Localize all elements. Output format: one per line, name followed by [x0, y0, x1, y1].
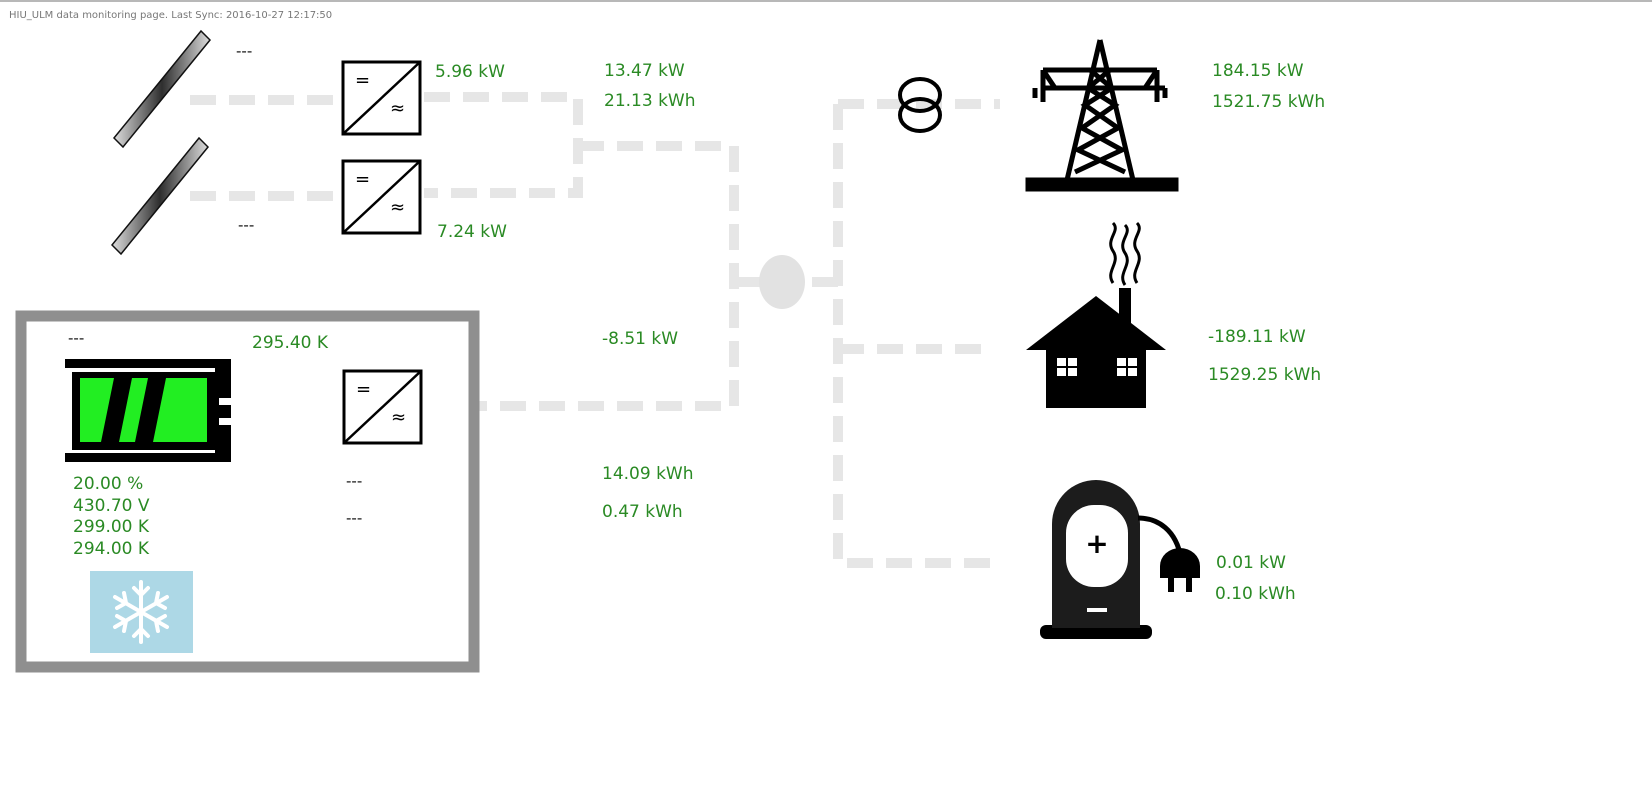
pv-panel-1-value: --- — [236, 42, 253, 60]
page-header: HIU_ULM data monitoring page. Last Sync:… — [9, 10, 333, 21]
house-energy: 1529.25 kWh — [1208, 365, 1322, 385]
grid-energy: 1521.75 kWh — [1212, 92, 1326, 112]
battery-icon — [65, 359, 233, 462]
power-tower-icon — [1025, 39, 1179, 192]
battery-power: -8.51 kW — [602, 329, 679, 349]
ev-charger-icon: + — [1040, 480, 1200, 639]
svg-text:≈: ≈ — [390, 197, 405, 218]
battery-inverter-value-2: --- — [346, 509, 363, 527]
pv-inverter-1-power: 5.96 kW — [435, 62, 505, 82]
grid-power: 184.15 kW — [1212, 61, 1304, 81]
battery-top-value: --- — [68, 329, 85, 347]
svg-text:≈: ≈ — [390, 98, 405, 119]
battery-temperature-1: 299.00 K — [73, 517, 150, 537]
battery-temperature-2: 294.00 K — [73, 539, 150, 559]
pv-inverter-2-icon: = ≈ — [341, 159, 422, 235]
pv-inverter-1-icon: = ≈ — [341, 60, 422, 136]
house-icon — [1026, 221, 1166, 408]
battery-inverter-icon: = ≈ — [342, 369, 423, 445]
junction-node — [759, 255, 805, 309]
top-border — [0, 0, 1652, 2]
battery-top-temperature: 295.40 K — [252, 333, 329, 353]
battery-soc: 20.00 % — [73, 474, 144, 494]
pv-total-power: 13.47 kW — [604, 61, 685, 81]
svg-text:≈: ≈ — [391, 407, 406, 428]
battery-energy-charged: 14.09 kWh — [602, 464, 694, 484]
battery-inverter-value-1: --- — [346, 472, 363, 490]
svg-text:=: = — [355, 70, 370, 91]
svg-text:+: + — [1085, 527, 1108, 560]
pv-inverter-2-power: 7.24 kW — [437, 222, 507, 242]
battery-voltage: 430.70 V — [73, 496, 150, 516]
ev-power: 0.01 kW — [1216, 553, 1286, 573]
snowflake-icon — [90, 571, 193, 653]
solar-panel-2-icon — [110, 136, 210, 256]
battery-energy-discharged: 0.47 kWh — [602, 502, 683, 522]
house-power: -189.11 kW — [1208, 327, 1306, 347]
pv-total-energy: 21.13 kWh — [604, 91, 696, 111]
pv-panel-2-value: --- — [238, 216, 255, 234]
svg-text:=: = — [356, 379, 371, 400]
ev-energy: 0.10 kWh — [1215, 584, 1296, 604]
svg-text:=: = — [355, 169, 370, 190]
transformer-icon — [898, 77, 942, 133]
solar-panel-1-icon — [112, 29, 212, 149]
